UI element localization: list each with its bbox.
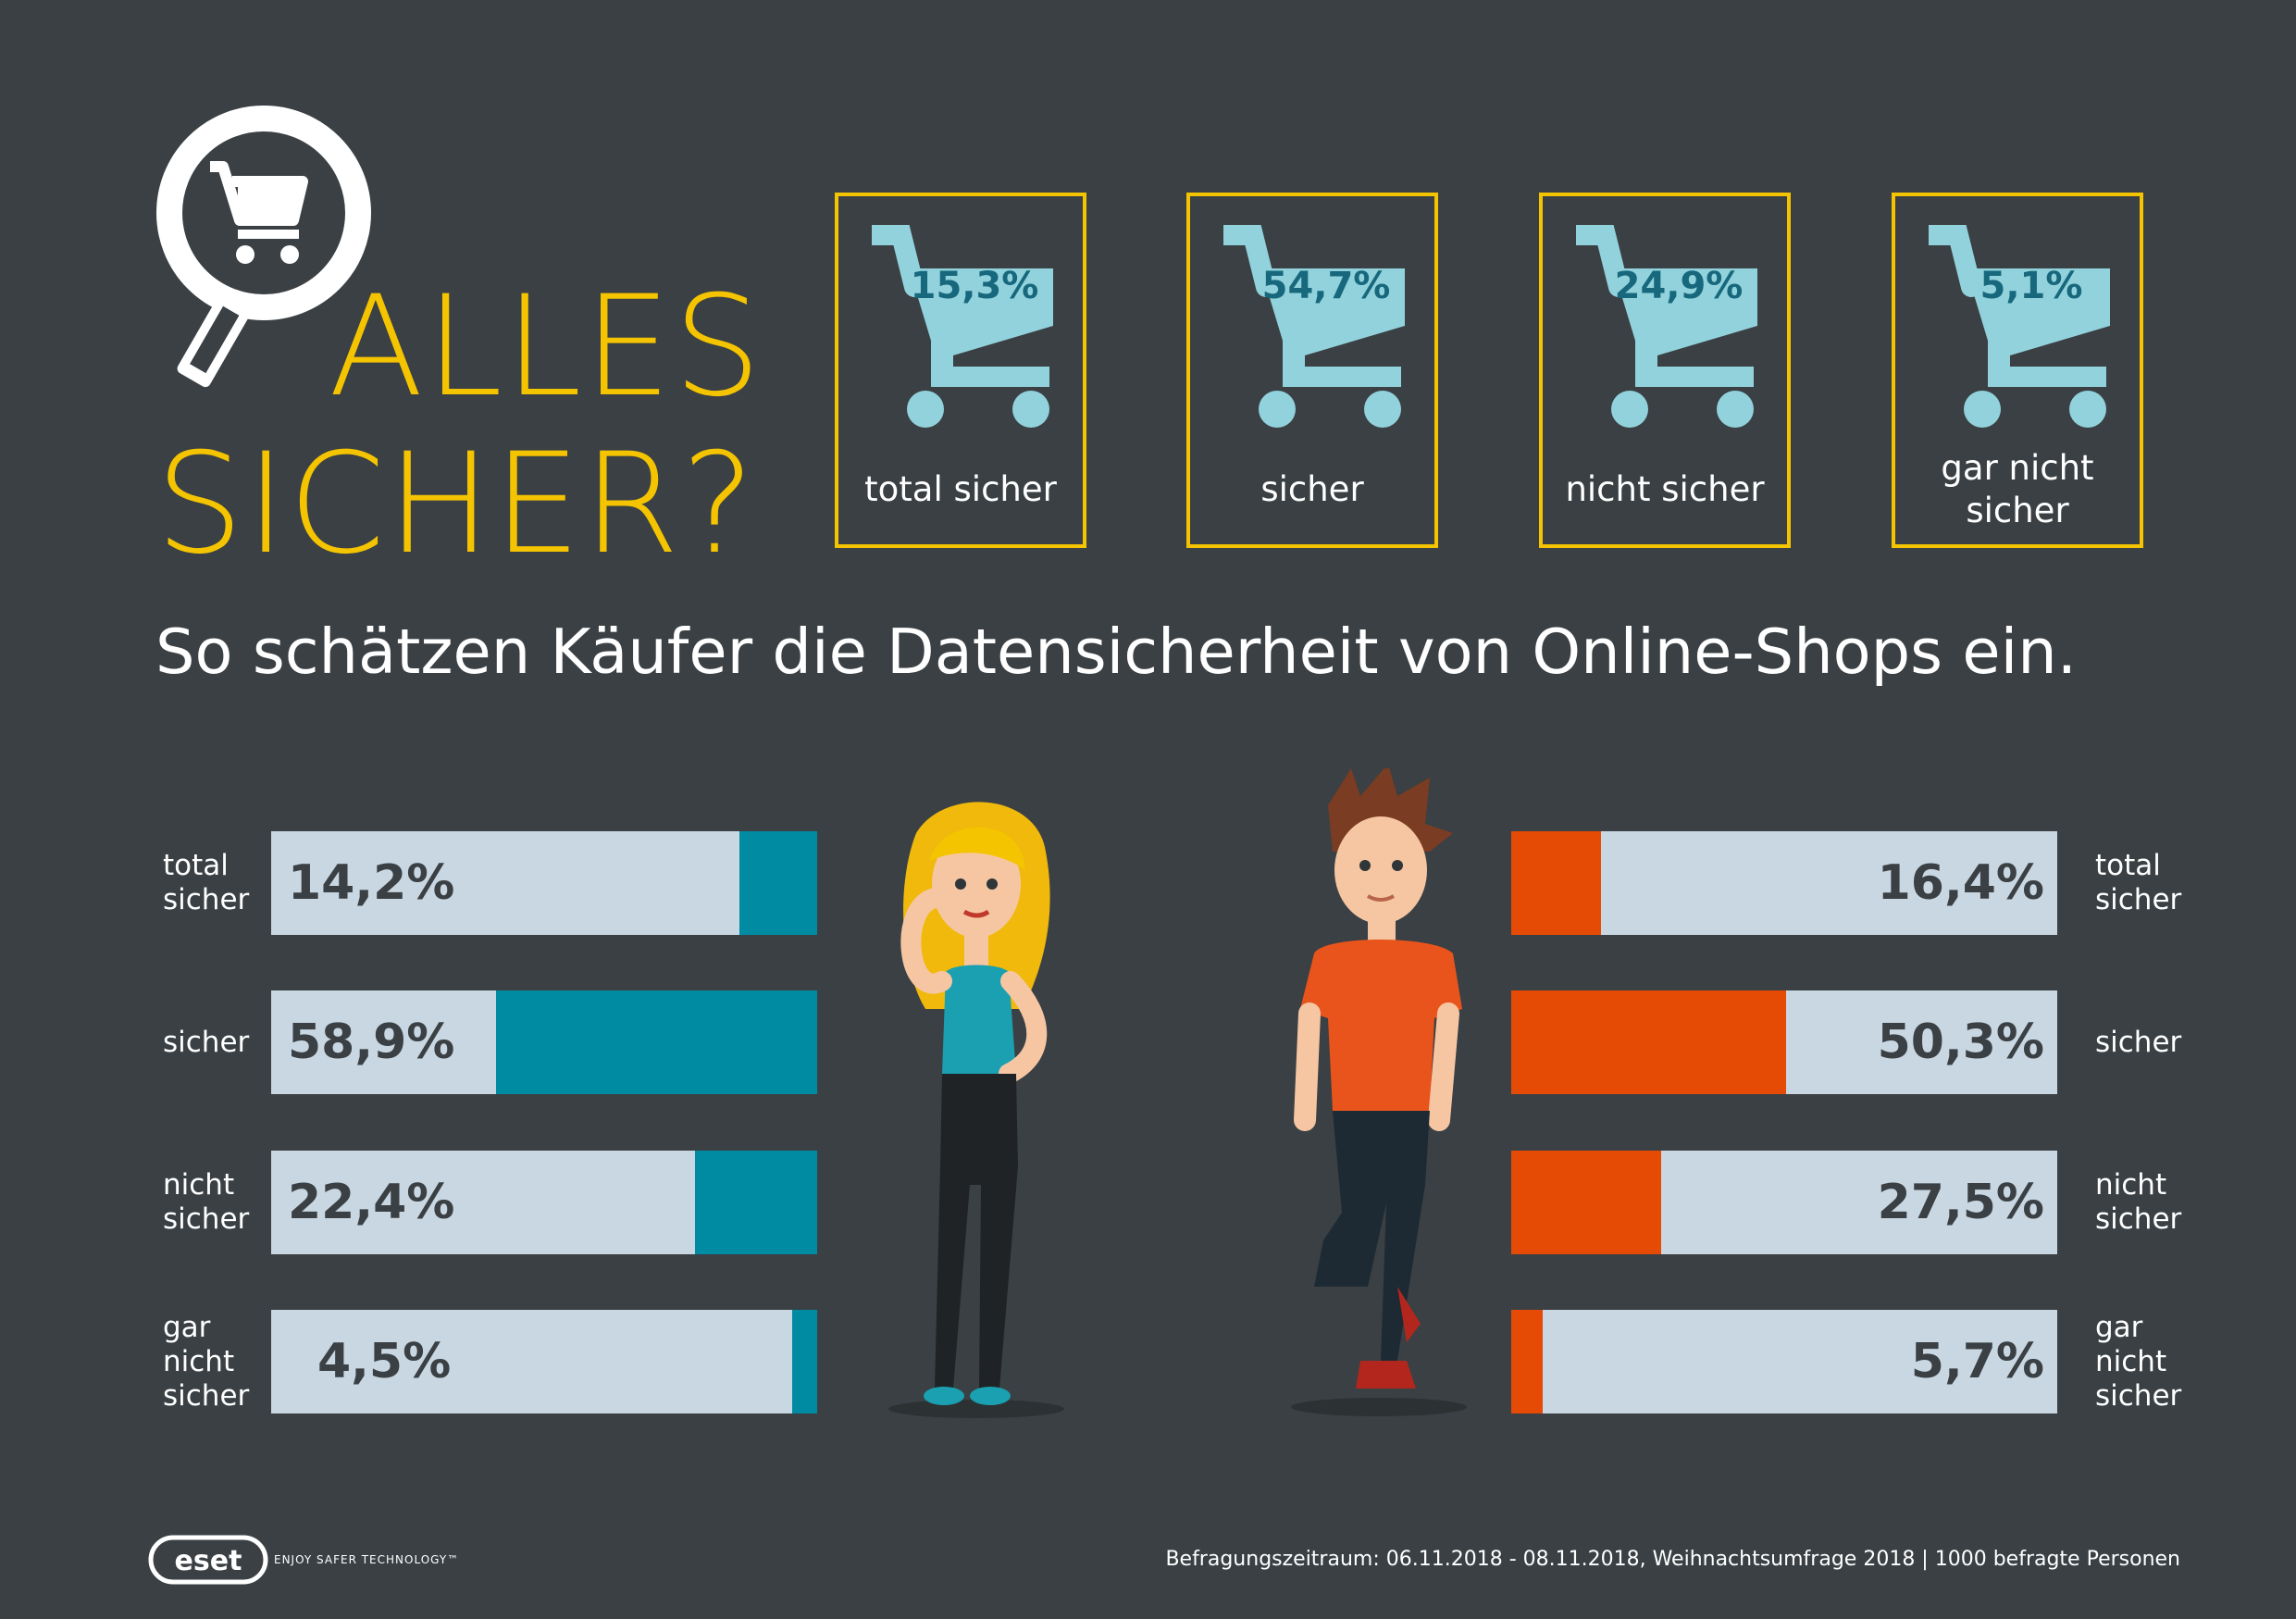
row-label: gar nicht sicher (163, 1310, 265, 1414)
cart-icon (1929, 225, 2110, 428)
magnifier-cart-icon (156, 106, 371, 388)
eset-tagline: ENJOY SAFER TECHNOLOGY™ (274, 1553, 460, 1566)
overall-pct: 54,7% (1261, 265, 1391, 307)
overall-label: nicht sicher (1565, 469, 1765, 509)
cart-icon (1223, 225, 1405, 428)
bar-fill (792, 1310, 817, 1414)
row-label: gar nicht sicher (2095, 1310, 2197, 1414)
overall-label: gar nicht sicher (1941, 448, 2094, 530)
title-line-1: ALLES (329, 267, 763, 428)
bar-value-label: 27,5% (1877, 1175, 2044, 1230)
bar-fill (739, 831, 817, 935)
man-illustration (1291, 768, 1467, 1416)
bar-value-label: 14,2% (288, 855, 455, 911)
cart-icon (872, 225, 1053, 428)
overall-sicher-box: 54,7% sicher (1186, 193, 1438, 548)
bar-fill (495, 990, 817, 1094)
overall-pct: 5,1% (1980, 265, 2083, 307)
row-label: total sicher (2095, 831, 2197, 935)
cart-icon (1576, 225, 1757, 428)
row-label-text: gar nicht sicher (2095, 1310, 2182, 1413)
overall-pct: 15,3% (910, 265, 1039, 307)
overall-total-sicher-box: 15,3% total sicher (835, 193, 1086, 548)
row-label: sicher (163, 990, 265, 1094)
overall-nicht-sicher-box: 24,9% nicht sicher (1539, 193, 1791, 548)
bar-value-label: 50,3% (1877, 1015, 2044, 1070)
bar-fill (1511, 1151, 1662, 1254)
row-label: total sicher (163, 831, 265, 935)
row-label: nicht sicher (2095, 1151, 2197, 1254)
row-label-text: total sicher (2095, 849, 2182, 916)
bar-fill (1511, 990, 1786, 1094)
bar-track: 4,5% (271, 1310, 817, 1414)
woman-illustration (888, 802, 1064, 1418)
bar-track: 16,4% (1511, 831, 2057, 935)
row-label-text: nicht sicher (163, 1168, 250, 1236)
bar-track: 14,2% (271, 831, 817, 935)
bar-value-label: 16,4% (1877, 855, 2044, 911)
svg-text:eset: eset (175, 1545, 242, 1577)
bar-value-label: 5,7% (1910, 1334, 2044, 1389)
bar-value-label: 58,9% (288, 1015, 455, 1070)
bar-fill (1511, 1310, 1543, 1414)
survey-footnote: Befragungszeitraum: 06.11.2018 - 08.11.2… (1165, 1548, 2180, 1571)
bar-track: 5,7% (1511, 1310, 2057, 1414)
row-label-text: total sicher (163, 849, 250, 916)
overall-gar-nicht-sicher-box: 5,1% gar nicht sicher (1892, 193, 2143, 548)
eset-logo: eset (148, 1535, 268, 1585)
bar-value-label: 22,4% (288, 1175, 455, 1230)
overall-label: sicher (1260, 469, 1364, 509)
row-label-text: nicht sicher (2095, 1168, 2182, 1236)
row-label: nicht sicher (163, 1151, 265, 1254)
bar-fill (1511, 831, 1601, 935)
row-label-text: gar nicht sicher (163, 1310, 250, 1413)
overall-pct: 24,9% (1614, 265, 1744, 307)
overall-label: total sicher (864, 469, 1057, 509)
bar-value-label: 4,5% (317, 1334, 452, 1389)
bar-fill (694, 1151, 817, 1254)
bar-track: 50,3% (1511, 990, 2057, 1094)
bar-track: 22,4% (271, 1151, 817, 1254)
row-label-text: sicher (163, 1025, 250, 1059)
bar-track: 58,9% (271, 990, 817, 1094)
row-label: sicher (2095, 990, 2197, 1094)
row-label-text: sicher (2095, 1025, 2182, 1059)
bar-track: 27,5% (1511, 1151, 2057, 1254)
subtitle: So schätzen Käufer die Datensicherheit v… (155, 616, 2077, 688)
title-line-2: SICHER? (155, 424, 757, 585)
